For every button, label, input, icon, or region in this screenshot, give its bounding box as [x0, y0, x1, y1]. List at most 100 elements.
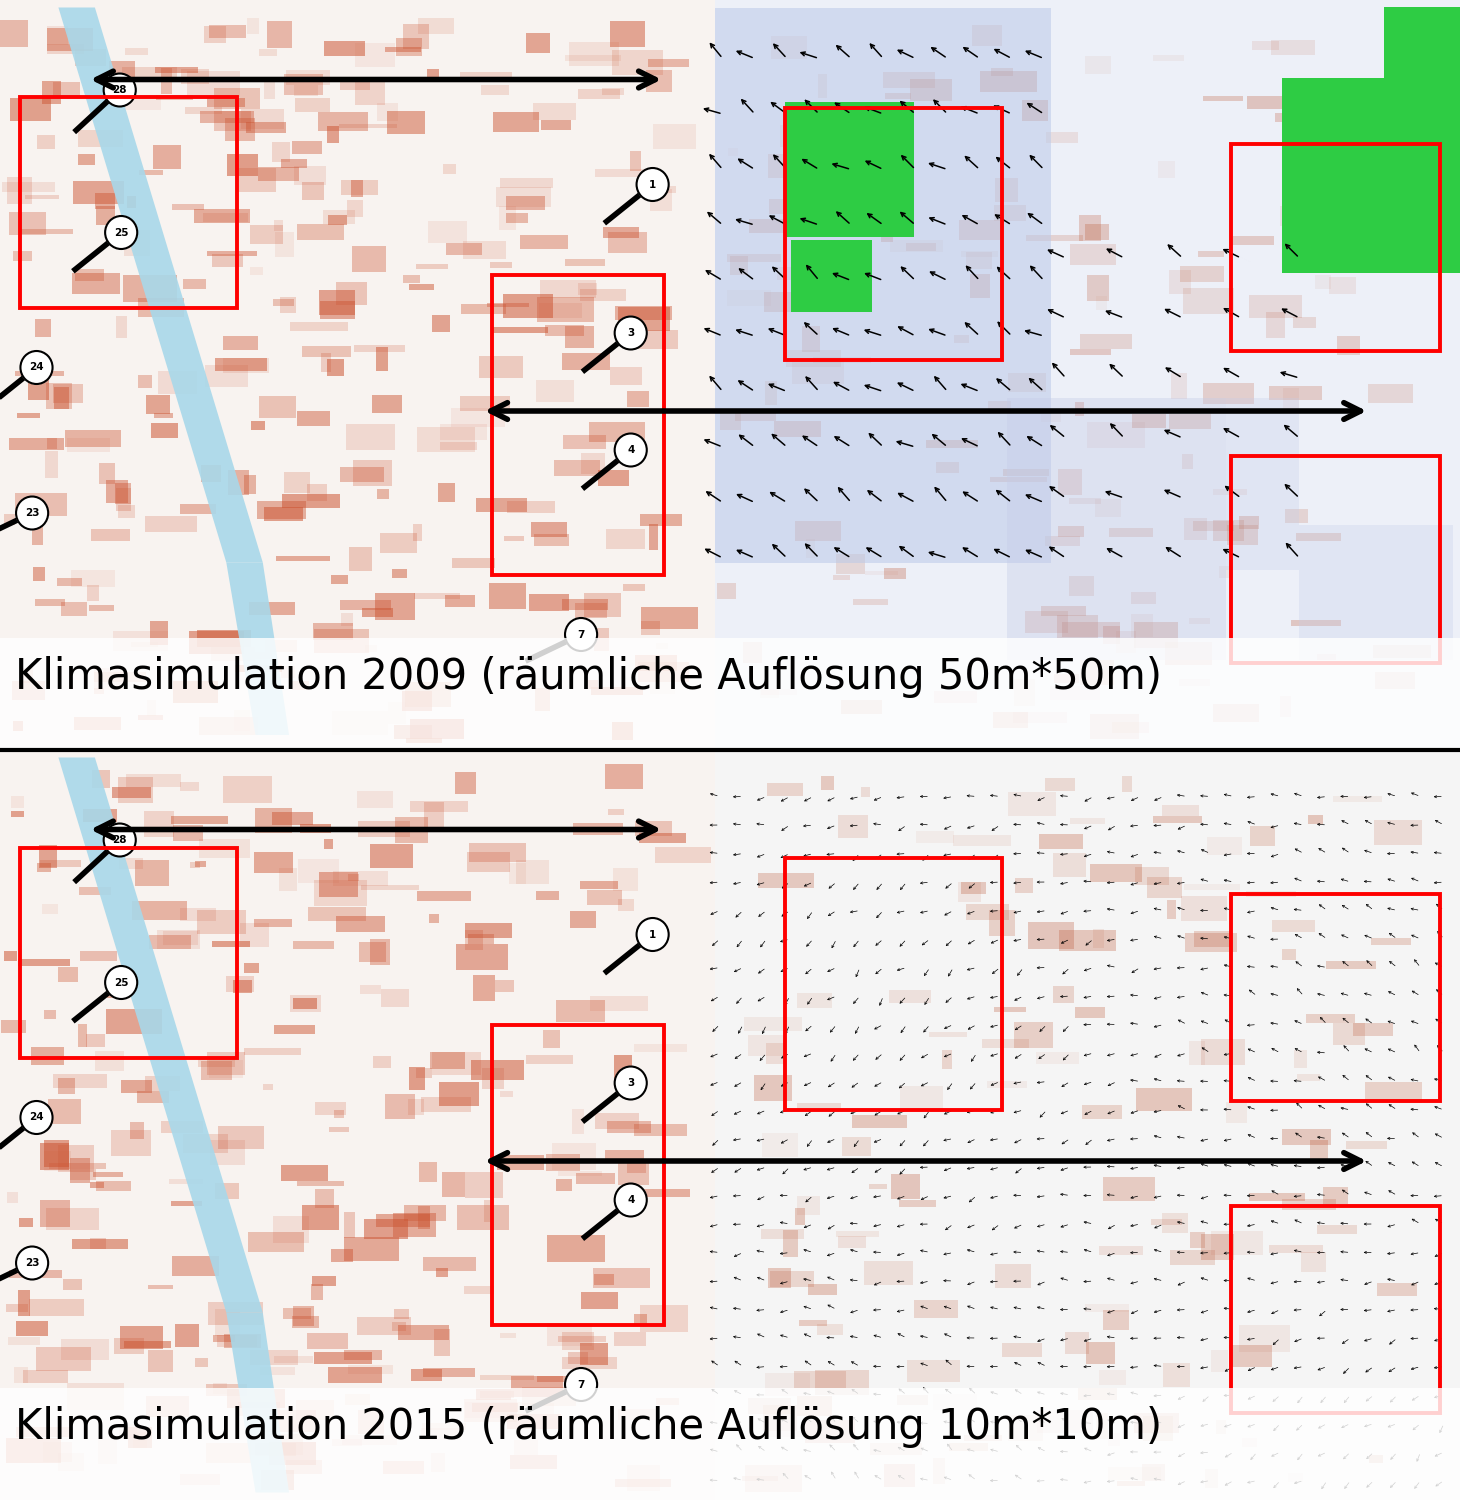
- Bar: [174, 825, 203, 842]
- Bar: [821, 776, 835, 790]
- Bar: [1247, 891, 1295, 897]
- Bar: [742, 1476, 778, 1480]
- Bar: [594, 628, 609, 651]
- Bar: [480, 86, 510, 96]
- Bar: [768, 1268, 790, 1288]
- Bar: [215, 1310, 239, 1335]
- Bar: [650, 669, 675, 694]
- Bar: [330, 1128, 349, 1132]
- Bar: [115, 488, 131, 512]
- Bar: [123, 98, 161, 109]
- Bar: [961, 251, 997, 257]
- Bar: [9, 211, 47, 234]
- Bar: [380, 532, 416, 552]
- Bar: [429, 914, 439, 924]
- Bar: [460, 396, 510, 411]
- Bar: [1075, 1007, 1105, 1017]
- Bar: [639, 513, 682, 525]
- Bar: [1013, 712, 1067, 723]
- Bar: [404, 681, 451, 708]
- Bar: [10, 796, 23, 808]
- Bar: [1374, 821, 1422, 844]
- Bar: [510, 1455, 558, 1468]
- Bar: [1002, 1342, 1042, 1358]
- Bar: [422, 1368, 475, 1377]
- Bar: [971, 274, 990, 297]
- Bar: [1003, 470, 1050, 476]
- Circle shape: [615, 433, 647, 466]
- Bar: [120, 858, 143, 868]
- Bar: [1190, 1232, 1206, 1248]
- Bar: [180, 909, 216, 921]
- Bar: [987, 1082, 1026, 1088]
- Bar: [901, 1086, 943, 1112]
- Bar: [832, 110, 850, 130]
- Bar: [543, 1030, 561, 1048]
- Bar: [838, 815, 869, 839]
- Bar: [1162, 806, 1199, 816]
- Bar: [548, 1234, 606, 1262]
- Bar: [565, 56, 622, 60]
- Bar: [182, 1134, 228, 1154]
- Bar: [32, 525, 44, 544]
- Bar: [1022, 100, 1048, 122]
- Bar: [215, 1184, 239, 1198]
- Bar: [934, 692, 977, 702]
- Bar: [1197, 251, 1223, 258]
- Bar: [117, 315, 127, 338]
- Bar: [1295, 532, 1342, 540]
- Bar: [1203, 96, 1242, 102]
- Bar: [575, 1173, 615, 1185]
- Bar: [41, 1200, 70, 1227]
- Bar: [967, 904, 1009, 920]
- Bar: [291, 994, 321, 1011]
- Bar: [556, 1179, 572, 1191]
- Bar: [330, 574, 347, 584]
- Bar: [507, 501, 555, 513]
- Bar: [466, 922, 512, 939]
- Bar: [762, 1132, 799, 1156]
- Bar: [797, 1196, 821, 1215]
- Bar: [469, 934, 493, 944]
- Bar: [578, 282, 597, 296]
- Bar: [466, 930, 483, 950]
- Bar: [212, 254, 244, 267]
- Bar: [1070, 818, 1105, 825]
- Bar: [22, 668, 34, 682]
- Bar: [171, 1202, 201, 1206]
- Text: 3: 3: [628, 328, 634, 338]
- Bar: [267, 21, 292, 48]
- Bar: [131, 642, 158, 648]
- Bar: [1080, 334, 1132, 348]
- Circle shape: [105, 216, 137, 249]
- Bar: [720, 410, 742, 429]
- Bar: [185, 106, 222, 114]
- Bar: [1058, 930, 1115, 951]
- Text: Klimasimulation 2015 (räumliche Auflösung 10m*10m): Klimasimulation 2015 (räumliche Auflösun…: [15, 1406, 1162, 1447]
- Bar: [80, 951, 117, 960]
- Circle shape: [16, 496, 48, 530]
- Bar: [1229, 1344, 1272, 1366]
- Text: 4: 4: [626, 446, 635, 454]
- Bar: [149, 621, 168, 645]
- Bar: [1009, 792, 1056, 816]
- Bar: [1104, 1310, 1129, 1330]
- Bar: [280, 666, 295, 678]
- Bar: [1231, 894, 1440, 1101]
- Bar: [851, 1116, 908, 1128]
- Bar: [128, 1426, 152, 1448]
- Bar: [1070, 348, 1111, 355]
- Bar: [147, 700, 156, 715]
- Bar: [244, 1048, 301, 1056]
- Bar: [352, 180, 362, 196]
- Bar: [1216, 1420, 1226, 1434]
- Bar: [526, 1056, 572, 1064]
- Bar: [79, 154, 95, 165]
- Text: Klimasimulation 2009 (räumliche Auflösung 50m*50m): Klimasimulation 2009 (räumliche Auflösun…: [15, 656, 1162, 698]
- Bar: [885, 568, 907, 579]
- Bar: [537, 297, 594, 322]
- Bar: [1077, 1388, 1117, 1401]
- Bar: [780, 126, 815, 147]
- Bar: [413, 524, 422, 542]
- Bar: [1095, 1413, 1108, 1440]
